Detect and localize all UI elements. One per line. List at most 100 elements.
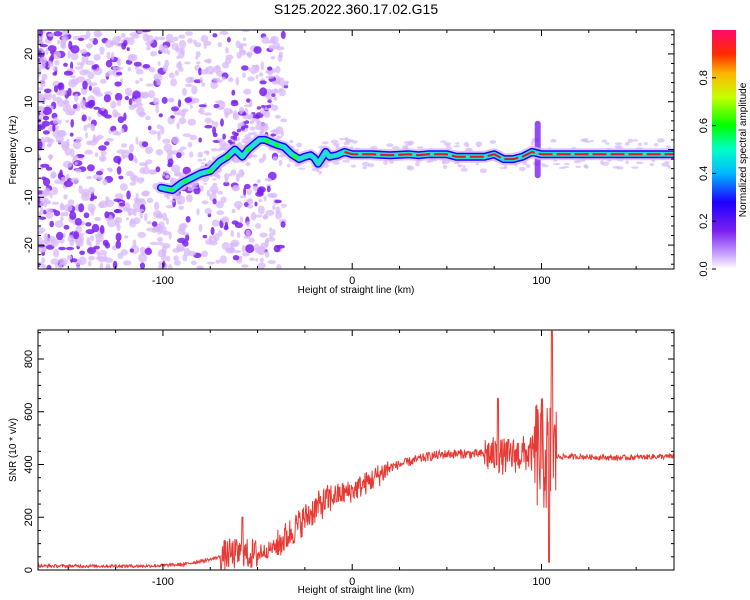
- spectrogram-noise-blob: [184, 61, 191, 65]
- spectrogram-noise-blob: [39, 197, 49, 204]
- spectrogram-noise-blob: [84, 101, 91, 108]
- spectrogram-noise-blob: [129, 32, 139, 37]
- spectrogram-noise-blob: [155, 149, 164, 156]
- spectrogram-noise-blob: [223, 107, 232, 116]
- spectrogram-noise-blob: [78, 185, 83, 194]
- spectrogram-noise-blob: [254, 201, 258, 207]
- spectrogram-band-blob: [345, 139, 352, 144]
- spectrogram-noise-blob: [78, 203, 85, 213]
- spectrogram-noise-blob: [42, 130, 50, 135]
- spectrogram-noise-blob: [233, 250, 242, 253]
- spectrogram-noise-blob: [206, 261, 216, 265]
- spectrogram-noise-blob: [176, 55, 181, 60]
- spectrogram-noise-blob: [89, 38, 94, 42]
- spectrogram-noise-blob: [243, 88, 252, 95]
- spectrogram-noise-blob: [49, 154, 53, 161]
- spectrogram-noise-blob: [141, 92, 149, 98]
- spectrogram-noise-blob: [201, 82, 206, 87]
- spectrogram-noise-blob: [90, 235, 95, 242]
- spectrogram-noise-blob: [171, 106, 179, 112]
- spectrogram-noise-blob: [217, 190, 224, 195]
- spectrogram-noise-blob: [231, 220, 239, 225]
- spectrogram-band-blob: [453, 145, 461, 148]
- spectrogram-noise-blob: [217, 106, 224, 110]
- spectrogram-noise-blob: [75, 225, 82, 234]
- spectrogram-noise-blob: [70, 61, 74, 70]
- spectrogram-noise-blob: [174, 70, 179, 76]
- spectrogram-noise-blob: [38, 196, 41, 203]
- snr-xlabel: Height of straight line (km): [298, 585, 415, 596]
- spectrogram-noise-blob: [223, 181, 230, 187]
- spectrogram-noise-blob: [278, 159, 283, 166]
- spectrogram-noise-blob: [135, 208, 145, 213]
- spectrogram-noise-blob: [159, 36, 166, 41]
- spectrogram-noise-blob: [265, 209, 275, 216]
- spectrogram-xtick-label: 0: [349, 275, 355, 287]
- spectrogram-noise-blob: [157, 249, 166, 258]
- spectrogram-ytick-label: 10: [23, 96, 35, 108]
- spectrogram-peak-blob: [292, 154, 299, 160]
- spectrogram-noise-blob: [267, 171, 277, 181]
- spectrogram-peak-blob: [167, 187, 174, 193]
- spectrogram-noise-blob: [176, 122, 180, 130]
- spectrogram-noise-blob: [65, 119, 69, 124]
- spectrogram-noise-blob: [182, 254, 188, 262]
- spectrogram-noise-blob: [225, 47, 229, 54]
- spectrogram-ytick-label: 0: [23, 146, 35, 152]
- spectrogram-branch-blob: [261, 104, 266, 109]
- spectrogram-noise-blob: [153, 73, 163, 82]
- spectrogram-noise-blob: [74, 161, 78, 165]
- spectrogram-noise-blob: [53, 248, 60, 258]
- spectrogram-noise-blob: [185, 216, 191, 223]
- spectrogram-noise-blob: [60, 202, 64, 210]
- spectrogram-noise-blob: [119, 183, 128, 191]
- spectrogram-band-blob: [338, 138, 346, 141]
- spectrogram-noise-blob: [245, 244, 255, 254]
- snr-ylabel: SNR (10 * v/v): [8, 418, 19, 482]
- spectrogram-noise-blob: [229, 246, 235, 254]
- spectrogram-noise-blob: [212, 132, 218, 138]
- spectrogram-noise-blob: [181, 113, 185, 118]
- spectrogram-noise-blob: [272, 229, 276, 236]
- spectrogram-noise-blob: [61, 30, 70, 36]
- spectrogram-noise-blob: [142, 64, 151, 69]
- spectrogram-noise-blob: [202, 234, 208, 239]
- spectrogram-noise-blob: [245, 221, 250, 227]
- spectrogram-noise-blob: [171, 164, 181, 173]
- spectrogram-band-blob: [203, 182, 208, 186]
- spectrogram-noise-blob: [44, 237, 51, 246]
- spectrogram-noise-blob: [204, 124, 213, 129]
- spectrogram-noise-blob: [151, 221, 158, 227]
- spectrogram-noise-blob: [270, 133, 277, 137]
- spectrogram-noise-blob: [56, 129, 66, 138]
- spectrogram-noise-blob: [49, 235, 56, 243]
- spectrogram-noise-blob: [257, 205, 265, 215]
- spectrogram-noise-blob: [224, 173, 229, 181]
- spectrogram-noise-blob: [52, 65, 58, 71]
- spectrogram-noise-blob: [67, 87, 72, 97]
- spectrogram-noise-blob: [114, 112, 121, 117]
- spectrogram-noise-blob: [89, 197, 95, 202]
- spectrogram-noise-blob: [259, 80, 267, 85]
- spectrogram-band-blob: [442, 164, 448, 170]
- spectrogram-peak-blob: [245, 147, 252, 152]
- spectrogram-peak-blob: [224, 154, 231, 160]
- spectrogram-noise-blob: [60, 40, 66, 49]
- spectrogram-noise-blob: [141, 30, 151, 33]
- spectrogram-band-blob: [391, 146, 400, 150]
- spectrogram-noise-blob: [266, 185, 271, 193]
- spectrogram-noise-blob: [255, 74, 259, 79]
- spectrogram-noise-blob: [39, 206, 44, 215]
- spectrogram-band-blob: [475, 162, 479, 166]
- spectrogram-noise-blob: [168, 72, 175, 79]
- spectrogram-band-blob: [165, 175, 170, 179]
- spectrogram-noise-blob: [72, 140, 82, 150]
- spectrogram-noise-blob: [124, 96, 130, 101]
- spectrogram-noise-blob: [91, 223, 100, 233]
- spectrogram-noise-blob: [177, 200, 182, 205]
- spectrogram-noise-blob: [111, 130, 119, 136]
- spectrogram-noise-blob: [179, 40, 187, 49]
- spectrogram-noise-blob: [44, 88, 52, 94]
- spectrogram-noise-blob: [157, 61, 161, 66]
- spectrogram-noise-blob: [272, 204, 276, 211]
